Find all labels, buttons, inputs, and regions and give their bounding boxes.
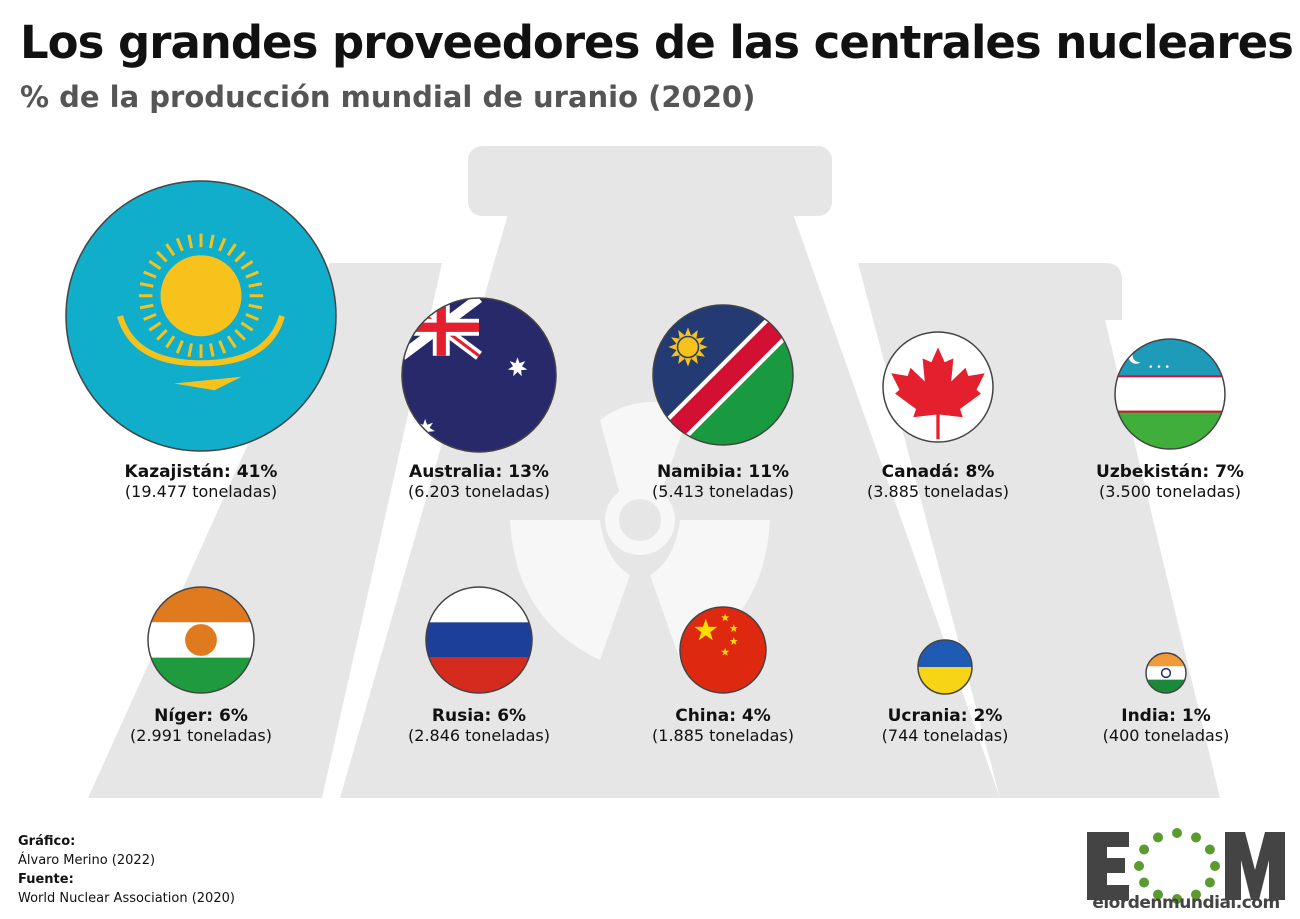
country-percent-label: Australia: 13%	[409, 462, 549, 482]
bubble-outline	[679, 606, 767, 694]
country-tonnes-label: (5.413 toneladas)	[652, 482, 794, 501]
logo-url: elordenmundial.com	[1092, 893, 1280, 913]
bubble-outline	[425, 586, 533, 694]
eom-logo	[1087, 828, 1285, 904]
graphic-author: Álvaro Merino (2022)	[18, 853, 156, 868]
country-tonnes-label: (744 toneladas)	[881, 726, 1009, 745]
bubble-outline	[652, 304, 794, 446]
country-label: China: 4% (1.885 toneladas)	[652, 706, 794, 745]
country-percent-label: Uzbekistán: 7%	[1096, 462, 1244, 482]
page-title: Los grandes proveedores de las centrales…	[20, 16, 1294, 69]
bubble-outline	[1114, 338, 1226, 450]
kazakhstan-flag	[66, 181, 336, 451]
bubble-outline	[147, 586, 255, 694]
country-label: India: 1% (400 toneladas)	[1103, 706, 1230, 745]
country-label: Uzbekistán: 7% (3.500 toneladas)	[1096, 462, 1244, 501]
country-percent-label: China: 4%	[675, 706, 771, 726]
country-tonnes-label: (1.885 toneladas)	[652, 726, 794, 745]
footer-credits: Gráfico: Álvaro Merino (2022) Fuente: Wo…	[18, 832, 235, 908]
country-label: Kazajistán: 41% (19.477 toneladas)	[125, 462, 278, 501]
source-label: Fuente:	[18, 872, 74, 887]
country-label: Australia: 13% (6.203 toneladas)	[408, 462, 550, 501]
country-tonnes-label: (6.203 toneladas)	[408, 482, 550, 501]
bubble-outline	[401, 297, 557, 453]
radiation-symbol	[510, 402, 770, 660]
country-tonnes-label: (400 toneladas)	[1102, 726, 1230, 745]
country-tonnes-label: (3.885 toneladas)	[867, 482, 1009, 501]
bubble-outline	[917, 639, 973, 695]
graphic-label: Gráfico:	[18, 834, 76, 849]
country-percent-label: Rusia: 6%	[431, 706, 527, 726]
country-tonnes-label: (3.500 toneladas)	[1099, 482, 1241, 501]
country-label: Ucrania: 2% (744 toneladas)	[882, 706, 1009, 745]
country-tonnes-label: (19.477 toneladas)	[124, 482, 278, 501]
country-tonnes-label: (2.991 toneladas)	[130, 726, 272, 745]
country-percent-label: Canadá: 8%	[881, 462, 995, 482]
country-label: Namibia: 11% (5.413 toneladas)	[652, 462, 794, 501]
bubble-outline	[65, 180, 337, 452]
canada-flag	[883, 332, 993, 442]
country-label: Níger: 6% (2.991 toneladas)	[130, 706, 272, 745]
page-subtitle: % de la producción mundial de uranio (20…	[20, 80, 756, 114]
bubble-outline	[1145, 652, 1187, 694]
australia-flag	[402, 298, 556, 452]
country-label: Rusia: 6% (2.846 toneladas)	[408, 706, 550, 745]
country-percent-label: Níger: 6%	[154, 706, 248, 726]
china-flag	[680, 607, 766, 693]
country-percent-label: Ucrania: 2%	[887, 706, 1003, 726]
country-percent-label: Namibia: 11%	[656, 462, 790, 482]
country-tonnes-label: (2.846 toneladas)	[408, 726, 550, 745]
country-percent-label: Kazajistán: 41%	[124, 462, 278, 482]
center-tower-cap	[468, 146, 832, 216]
country-percent-label: India: 1%	[1121, 706, 1211, 726]
bubble-outline	[882, 331, 994, 443]
country-label: Canadá: 8% (3.885 toneladas)	[867, 462, 1009, 501]
russia-flag	[426, 587, 532, 693]
source-text: World Nuclear Association (2020)	[18, 891, 235, 906]
